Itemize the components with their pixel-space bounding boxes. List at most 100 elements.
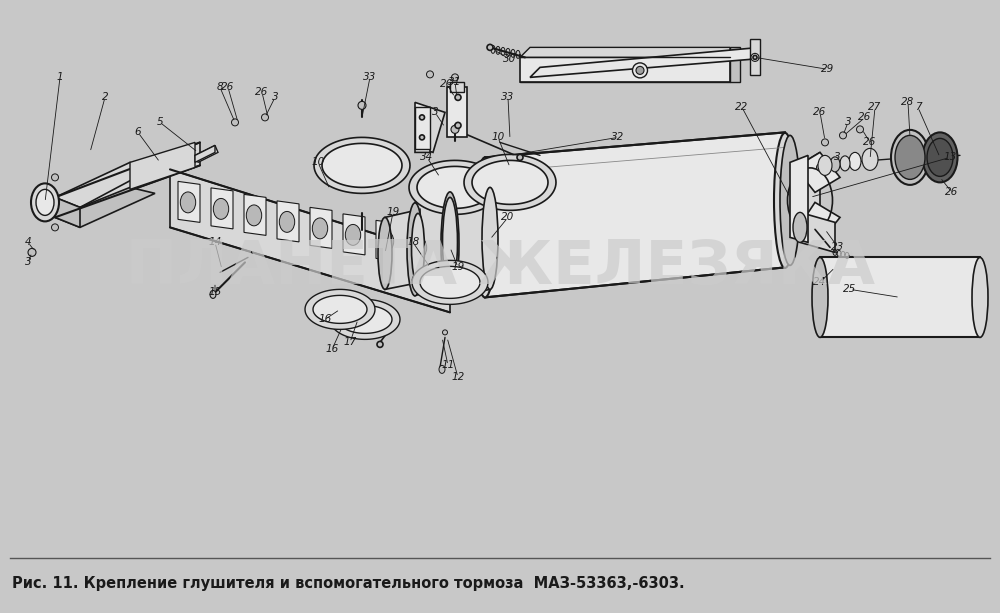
Text: 26: 26 [813,107,827,117]
Text: Рис. 11. Крепление глушителя и вспомогательного тормоза  МАЗ-53363,-6303.: Рис. 11. Крепление глушителя и вспомогат… [12,576,685,591]
Text: 19: 19 [451,262,465,272]
Text: 8: 8 [217,82,223,93]
Polygon shape [800,212,835,253]
Polygon shape [211,188,233,229]
Polygon shape [195,145,215,162]
Text: 18: 18 [406,237,420,248]
Text: 29: 29 [821,64,835,74]
Ellipse shape [816,164,824,171]
Ellipse shape [849,153,861,170]
Polygon shape [409,161,501,215]
Text: 4: 4 [25,237,31,248]
Text: 2: 2 [102,93,108,102]
Text: 26: 26 [440,79,454,89]
Polygon shape [310,207,332,248]
Ellipse shape [213,199,229,219]
Polygon shape [55,162,155,207]
Ellipse shape [439,365,445,373]
Polygon shape [485,132,785,297]
Ellipse shape [420,135,424,140]
Polygon shape [55,188,155,227]
Ellipse shape [972,257,988,337]
Text: 17: 17 [343,337,357,348]
Text: 13: 13 [943,153,957,162]
Text: 1: 1 [57,72,63,82]
Ellipse shape [420,115,424,120]
Polygon shape [313,295,367,324]
Ellipse shape [52,224,58,231]
Ellipse shape [840,156,850,171]
Ellipse shape [474,158,496,297]
Text: 3: 3 [845,117,851,128]
Polygon shape [195,145,218,162]
Polygon shape [376,221,398,261]
Text: 10: 10 [311,158,325,167]
Ellipse shape [753,55,757,59]
Polygon shape [450,82,464,93]
Text: 3: 3 [834,153,840,162]
Polygon shape [343,214,365,255]
Text: 33: 33 [501,93,515,102]
Polygon shape [415,194,453,295]
Text: 25: 25 [843,284,857,294]
Text: 26: 26 [221,82,235,93]
Ellipse shape [411,237,427,258]
Ellipse shape [345,224,361,245]
Polygon shape [472,161,548,204]
Polygon shape [450,188,490,297]
Polygon shape [417,166,493,208]
Text: 26: 26 [858,112,872,123]
Ellipse shape [856,126,864,133]
Polygon shape [795,153,820,242]
Ellipse shape [636,66,644,74]
Polygon shape [277,201,299,242]
Text: 11: 11 [441,360,455,370]
Text: 23: 23 [831,242,845,253]
Ellipse shape [633,63,648,78]
Text: 27: 27 [868,102,882,112]
Ellipse shape [793,212,807,242]
Polygon shape [305,289,375,329]
Text: 16: 16 [325,345,339,354]
Ellipse shape [482,188,498,289]
Ellipse shape [774,133,796,268]
Polygon shape [750,39,760,75]
Text: 20: 20 [501,212,515,223]
Ellipse shape [891,130,929,185]
Ellipse shape [822,139,828,146]
Polygon shape [322,143,402,188]
Polygon shape [418,107,445,153]
Ellipse shape [862,148,878,170]
Text: 22: 22 [735,102,749,112]
Text: 34: 34 [420,153,434,162]
Ellipse shape [262,114,268,121]
Ellipse shape [442,330,448,335]
Ellipse shape [28,248,36,256]
Text: 5: 5 [157,117,163,128]
Polygon shape [244,194,266,235]
Text: 26: 26 [863,137,877,147]
Polygon shape [130,142,195,189]
Ellipse shape [927,139,953,177]
Ellipse shape [830,157,840,172]
Polygon shape [55,142,200,218]
Ellipse shape [31,183,59,221]
Text: 31: 31 [448,77,462,88]
Ellipse shape [52,174,58,181]
Ellipse shape [407,203,423,296]
Polygon shape [530,47,760,77]
Ellipse shape [451,126,459,134]
Ellipse shape [36,189,54,215]
Polygon shape [338,305,392,333]
Ellipse shape [751,53,759,61]
Polygon shape [795,153,840,192]
Polygon shape [820,257,980,337]
Ellipse shape [312,218,328,239]
Ellipse shape [895,135,925,180]
Polygon shape [385,210,420,289]
Text: 16: 16 [318,314,332,324]
Ellipse shape [780,135,800,265]
Text: 14: 14 [208,237,222,248]
Ellipse shape [412,213,424,283]
Polygon shape [55,197,80,227]
